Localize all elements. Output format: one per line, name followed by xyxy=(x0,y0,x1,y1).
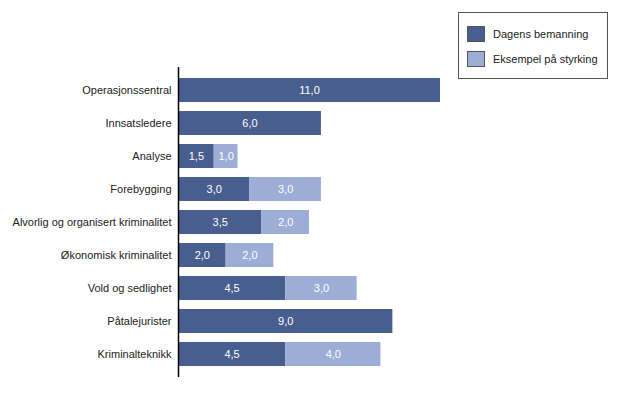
svg-text:3,5: 3,5 xyxy=(213,216,228,228)
html-text:Dagens bemanning: Dagens bemanning xyxy=(493,28,589,40)
svg-text:4,5: 4,5 xyxy=(224,282,239,294)
svg-text:1,5: 1,5 xyxy=(189,150,204,162)
svg-text:2,0: 2,0 xyxy=(195,249,210,261)
svg-text:11,0: 11,0 xyxy=(299,84,320,96)
svg-text:Analyse: Analyse xyxy=(132,150,171,162)
svg-text:Forebygging: Forebygging xyxy=(110,183,171,195)
svg-text:Operasjonssentral: Operasjonssentral xyxy=(82,84,171,96)
svg-text:6,0: 6,0 xyxy=(242,117,257,129)
svg-text:Innsatsledere: Innsatsledere xyxy=(105,117,171,129)
html-text:Eksempel på styrking: Eksempel på styrking xyxy=(493,53,598,65)
svg-text:4,5: 4,5 xyxy=(224,348,239,360)
svg-text:Økonomisk kriminalitet: Økonomisk kriminalitet xyxy=(61,249,172,261)
svg-text:2,0: 2,0 xyxy=(278,216,293,228)
svg-text:2,0: 2,0 xyxy=(242,249,257,261)
svg-text:9,0: 9,0 xyxy=(278,315,293,327)
svg-text:1,0: 1,0 xyxy=(218,150,233,162)
svg-text:Kriminalteknikk: Kriminalteknikk xyxy=(98,348,172,360)
svg-text:4,0: 4,0 xyxy=(326,348,341,360)
svg-text:3,0: 3,0 xyxy=(278,183,293,195)
svg-text:3,0: 3,0 xyxy=(207,183,222,195)
svg-text:Alvorlig og organisert krimina: Alvorlig og organisert kriminalitet xyxy=(13,216,172,228)
svg-text:Påtalejurister: Påtalejurister xyxy=(107,315,172,327)
svg-text:Vold og sedlighet: Vold og sedlighet xyxy=(88,282,172,294)
svg-text:3,0: 3,0 xyxy=(314,282,329,294)
